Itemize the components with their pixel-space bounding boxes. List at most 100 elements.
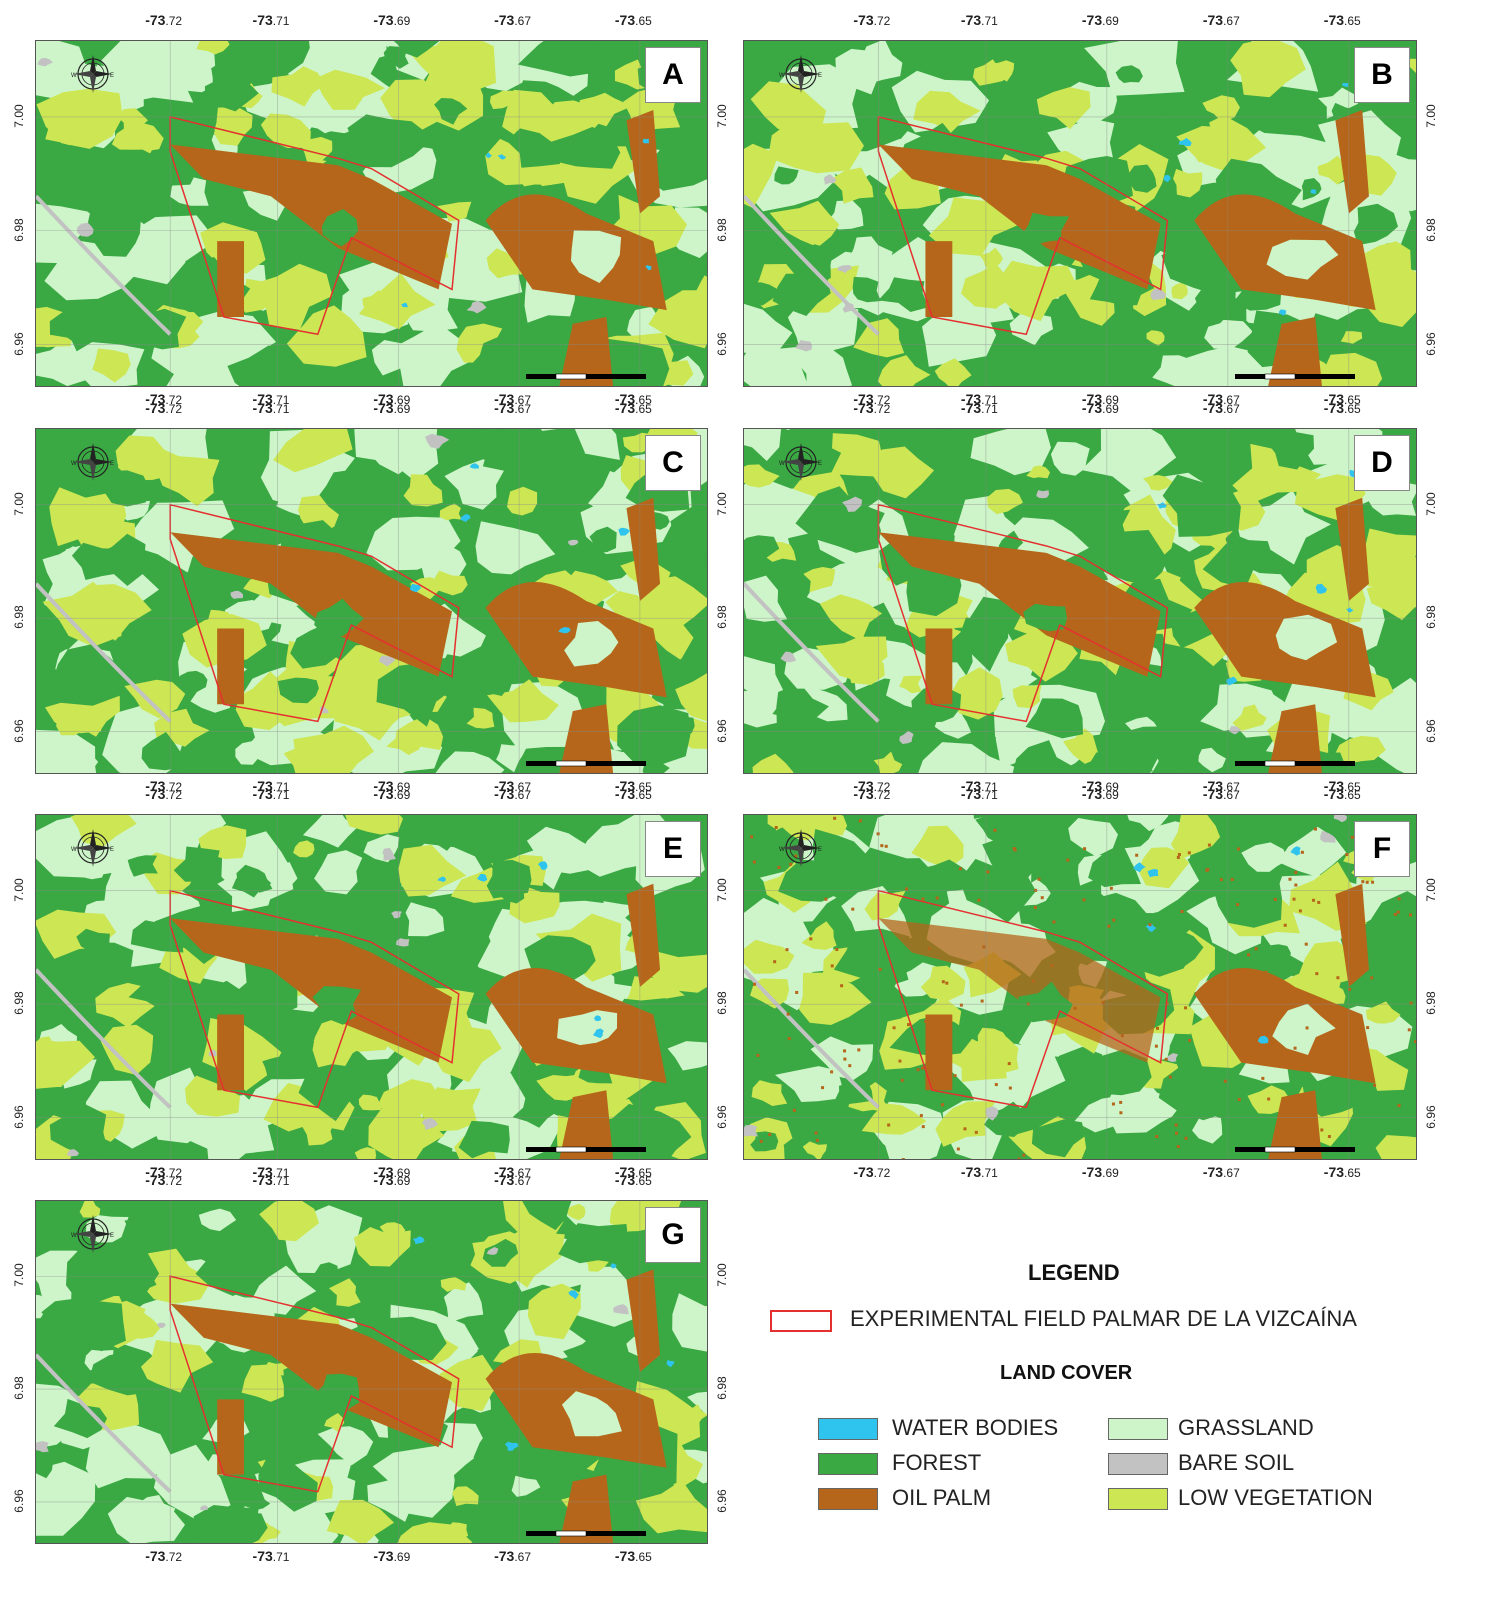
low-vegetation-patch: [1375, 1135, 1416, 1159]
water-body: [485, 152, 492, 159]
x-tick-label-bottom: -73.72: [145, 1548, 182, 1564]
oil-palm-speckle: [1050, 964, 1054, 968]
grassland-patch: [1266, 239, 1339, 280]
x-tick-label-top: -73.69: [1082, 12, 1119, 28]
oil-palm-speckle: [1031, 979, 1035, 983]
oil-palm-speckle: [752, 982, 756, 986]
oil-palm-speckle: [1354, 909, 1358, 913]
x-tick-minor: .71: [981, 402, 998, 416]
grassland-patch: [1355, 714, 1416, 773]
grassland-patch: [810, 1036, 874, 1080]
oil-palm-speckle: [1294, 883, 1298, 887]
x-tick-major: -73: [252, 391, 273, 407]
y-tick-label-right: 6.96: [1424, 331, 1438, 356]
x-tick-label-bottom: -73.67: [494, 1548, 531, 1564]
forest-patch: [173, 846, 220, 882]
bare-soil-patch: [77, 222, 94, 237]
low-vegetation-patch: [452, 1486, 479, 1506]
oil-palm-speckle: [1040, 896, 1044, 900]
grassland-patch: [1204, 311, 1253, 350]
x-tick-major: -73: [494, 12, 515, 28]
forest-patch: [772, 688, 829, 725]
x-tick-minor: .71: [981, 1166, 998, 1180]
oil-palm-speckle: [887, 1123, 891, 1127]
oil-palm-speckle: [1267, 1097, 1271, 1101]
y-tick-label-right: 6.98: [715, 605, 729, 629]
oil-palm-speckle: [830, 1070, 834, 1074]
oil-palm-speckle: [1203, 986, 1207, 990]
x-tick-minor: .71: [272, 393, 290, 407]
forest-patch: [99, 149, 172, 225]
water-body: [477, 873, 488, 882]
bare-soil-label: BARE SOIL: [1178, 1450, 1295, 1475]
low-vegetation-patch: [838, 646, 885, 685]
oil-palm-speckle: [1361, 880, 1365, 884]
svg-text:W: W: [779, 847, 785, 853]
oil-palm-speckle: [1366, 1063, 1370, 1067]
oil-palm-speckle: [1350, 835, 1354, 839]
x-tick-label-bottom: -73.71: [253, 391, 290, 407]
low-vegetation-patch: [380, 79, 440, 130]
oil-palm-speckle: [1393, 912, 1397, 916]
x-tick-label-bottom: -73.69: [1082, 1164, 1119, 1180]
y-tick-label-right: 6.98: [715, 991, 729, 1015]
low-vegetation-patch: [752, 753, 794, 773]
oil-palm-speckle: [750, 835, 754, 839]
forest-patch: [558, 1223, 629, 1265]
y-tick-label-left: 6.98: [12, 1376, 26, 1400]
land-cover-map: [744, 429, 1416, 773]
oil-palm-speckle: [792, 1108, 796, 1112]
forest-patch: [852, 276, 881, 303]
oil-palm-speckle: [1269, 1053, 1273, 1057]
x-tick-minor: .65: [635, 402, 652, 416]
forest-patch: [935, 429, 958, 448]
north-arrow-icon: W E: [70, 439, 116, 490]
water-body: [1133, 862, 1146, 873]
oil-palm-speckle: [1187, 851, 1191, 855]
grassland-patch: [775, 1066, 842, 1102]
low-vegetation-patch: [911, 825, 964, 869]
forest-patch: [393, 41, 440, 58]
forest-patch: [1012, 740, 1072, 773]
x-tick-minor: .67: [514, 14, 532, 28]
low-vegetation-patch: [801, 921, 837, 950]
north-arrow-icon: W E: [70, 1211, 116, 1262]
low-vegetation-patch: [1366, 575, 1416, 621]
oil-palm-speckle: [774, 825, 778, 829]
oil-palm-field-west: [217, 241, 245, 317]
low-vegetation-patch: [744, 939, 795, 974]
low-vegetation-patch: [999, 260, 1078, 322]
x-tick-label-top: -73.65: [1324, 786, 1361, 802]
oil-palm-speckle: [1330, 1014, 1334, 1018]
water-body: [460, 513, 471, 522]
grassland-patch: [58, 752, 99, 773]
bare-soil-road: [36, 582, 172, 723]
oil-palm-speckle: [1273, 897, 1277, 901]
x-tick-major: -73: [494, 778, 515, 794]
oil-palm-field-west: [217, 628, 245, 705]
oil-palm-speckle: [789, 862, 793, 866]
low-vegetation-patch: [1146, 330, 1165, 346]
x-tick-label-top: -73.67: [1203, 400, 1240, 416]
water-body: [645, 265, 652, 271]
y-tick-label-right: 6.96: [715, 719, 729, 743]
low-vegetation-patch: [259, 1201, 319, 1242]
forest-patch: [51, 150, 81, 171]
oil-palm-speckle: [1373, 1083, 1377, 1087]
x-tick-major: -73: [1202, 400, 1224, 416]
oil-palm-speckle: [1037, 877, 1041, 881]
x-tick-label-bottom: -73.67: [494, 391, 531, 407]
low-vegetation-patch: [1299, 941, 1354, 988]
water-body: [437, 876, 446, 882]
low-vegetation-patch: [437, 201, 472, 222]
land-cover-map: [744, 815, 1416, 1159]
x-tick-major: -73: [960, 400, 982, 416]
oil-palm-speckle: [851, 907, 855, 911]
oil-palm-swatch: [818, 1488, 878, 1510]
legend: LEGEND EXPERIMENTAL FIELD PALMAR DE LA V…: [770, 1260, 1470, 1580]
bare-soil-patch: [1333, 815, 1348, 823]
oil-palm-speckle: [993, 828, 997, 832]
low-vegetation-patch: [920, 965, 966, 1001]
bare-soil-patch: [379, 655, 396, 667]
y-tick-label-right: 7.00: [715, 1263, 729, 1287]
